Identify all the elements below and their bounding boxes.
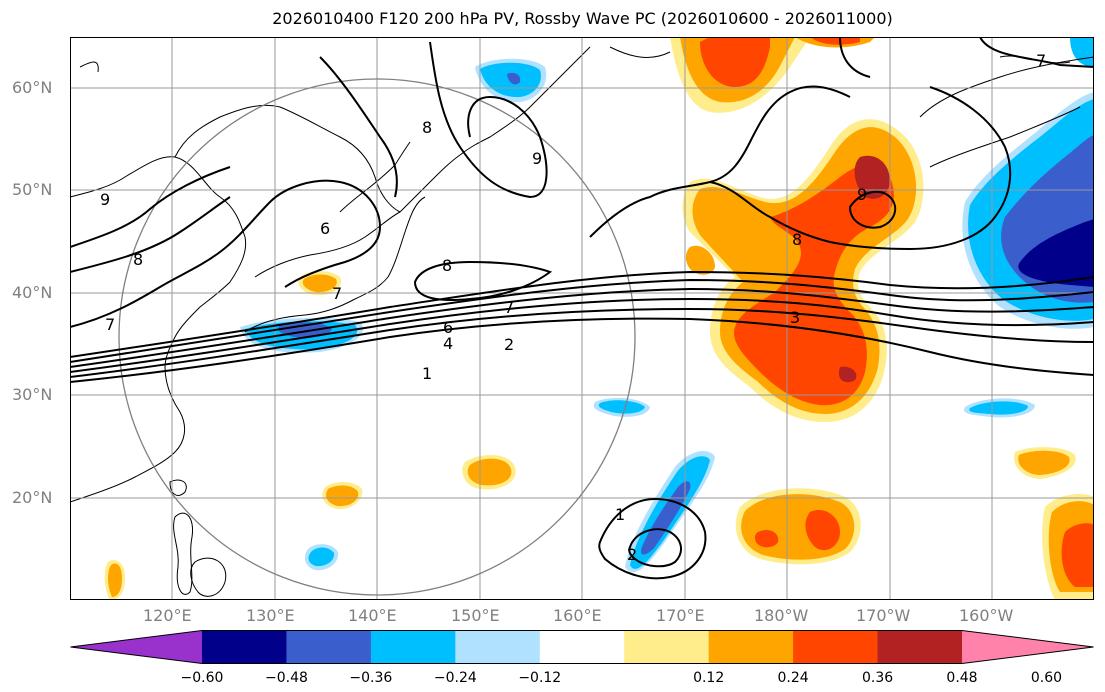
colorbar-tick-label: −0.48 (264, 670, 308, 686)
lon-label: 120°E (143, 606, 192, 625)
contour-label: 2 (627, 545, 637, 564)
contour-label: 3 (790, 308, 800, 327)
lat-label: 20°N (12, 488, 53, 507)
colorbar-tick-label: −0.24 (433, 670, 477, 686)
lat-label: 30°N (12, 385, 53, 404)
contour-label: 9 (857, 185, 867, 204)
contour-label: 6 (320, 219, 330, 238)
lon-label: 170°E (656, 606, 705, 625)
contour-label: 9 (100, 190, 110, 209)
colorbar-extend-high (962, 630, 1094, 664)
contour-label: 8 (133, 250, 143, 269)
colorbar-segment (624, 630, 710, 664)
lat-label: 40°N (12, 283, 53, 302)
colorbar-extend-low (70, 630, 202, 664)
contour-label: 7 (1036, 51, 1046, 70)
contour-label: 8 (422, 118, 432, 137)
contour-label: 8 (442, 256, 452, 275)
lon-label: 160°E (553, 606, 602, 625)
lon-label: 130°E (246, 606, 295, 625)
colorbar-segment (455, 630, 541, 664)
contour-label: 1 (422, 364, 432, 383)
colorbar (70, 630, 1094, 664)
contour-label: 7 (332, 284, 342, 303)
lat-label: 50°N (12, 180, 53, 199)
map-border (70, 37, 1094, 600)
region-circle (118, 78, 636, 596)
lat-label: 60°N (12, 78, 53, 97)
colorbar-tick-label: −0.12 (518, 670, 562, 686)
colorbar-segment (202, 630, 287, 664)
contour-label: 1 (615, 505, 625, 524)
lon-label: 150°E (451, 606, 500, 625)
colorbar-tick-label: 0.36 (861, 670, 894, 686)
colorbar-segment (370, 630, 456, 664)
colorbar-segment (708, 630, 794, 664)
lon-label: 170°W (856, 606, 911, 625)
pv-contours (70, 37, 1094, 580)
coastlines (70, 46, 1094, 597)
colorbar-tick-label: 0.12 (693, 670, 725, 686)
map-panel: 9 8 8 6 7 7 8 9 6 7 4 2 1 8 9 3 7 1 2 (70, 37, 1094, 600)
contour-label: 4 (443, 334, 453, 353)
contour-label: 8 (792, 230, 802, 249)
contour-label: 6 (443, 318, 453, 337)
colorbar-segment (793, 630, 879, 664)
lon-label: 160°W (959, 606, 1014, 625)
colorbar-tick-label: −0.60 (180, 670, 224, 686)
colorbar-segment (286, 630, 372, 664)
colorbar-tick-label: 0.60 (1030, 670, 1063, 686)
map-title: 2026010400 F120 200 hPa PV, Rossby Wave … (272, 9, 893, 28)
colorbar-tick-label: −0.36 (349, 670, 393, 686)
colorbar-tick-label: 0.48 (946, 670, 978, 686)
contour-label: 2 (504, 335, 514, 354)
colorbar-segment (877, 630, 963, 664)
contour-label: 7 (504, 298, 514, 317)
contour-label: 9 (532, 149, 542, 168)
colorbar-segment (539, 630, 625, 664)
lon-label: 140°E (348, 606, 397, 625)
gridlines (70, 37, 1094, 600)
colorbar-tick-label: 0.24 (777, 670, 809, 686)
lon-label: 180°W (754, 606, 809, 625)
contour-label: 7 (105, 315, 115, 334)
